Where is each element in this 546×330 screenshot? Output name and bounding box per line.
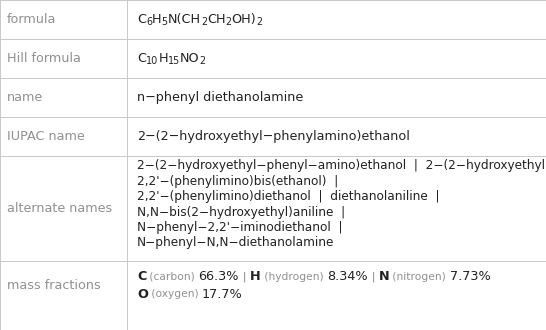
Text: 8.34%: 8.34% (327, 270, 367, 283)
Text: 2−(2−hydroxyethyl−phenyl−amino)ethanol  |  2−(2−hydroxyethyl−phenylamino)ethanol: 2−(2−hydroxyethyl−phenyl−amino)ethanol |… (137, 159, 546, 172)
Text: 66.3%: 66.3% (199, 270, 239, 283)
Text: 2: 2 (200, 56, 206, 66)
Text: name: name (7, 91, 43, 104)
Text: C: C (137, 52, 146, 65)
Text: |: | (367, 271, 379, 282)
Text: N−phenyl−N,N−diethanolamine: N−phenyl−N,N−diethanolamine (137, 237, 334, 249)
Text: 6: 6 (146, 17, 152, 27)
Text: H: H (158, 52, 168, 65)
Text: N(CH: N(CH (168, 13, 201, 26)
Text: |: | (239, 271, 250, 282)
Text: 5: 5 (162, 17, 168, 27)
Text: N: N (379, 270, 389, 283)
Text: 2: 2 (256, 17, 262, 27)
Text: 15: 15 (168, 56, 180, 66)
Text: H: H (250, 270, 261, 283)
Text: C: C (137, 270, 146, 283)
Text: 2: 2 (225, 17, 232, 27)
Text: formula: formula (7, 13, 56, 26)
Text: N−phenyl−2,2'−iminodiethanol  |: N−phenyl−2,2'−iminodiethanol | (137, 221, 342, 234)
Text: 2,2'−(phenylimino)bis(ethanol)  |: 2,2'−(phenylimino)bis(ethanol) | (137, 175, 339, 188)
Text: C: C (137, 13, 146, 26)
Text: alternate names: alternate names (7, 202, 112, 215)
Text: 2−(2−hydroxyethyl−phenylamino)ethanol: 2−(2−hydroxyethyl−phenylamino)ethanol (137, 130, 410, 143)
Text: 2,2'−(phenylimino)diethanol  |  diethanolaniline  |: 2,2'−(phenylimino)diethanol | diethanola… (137, 190, 440, 203)
Text: N,N−bis(2−hydroxyethyl)aniline  |: N,N−bis(2−hydroxyethyl)aniline | (137, 206, 345, 218)
Text: OH): OH) (232, 13, 256, 26)
Text: (hydrogen): (hydrogen) (261, 272, 327, 281)
Text: (oxygen): (oxygen) (148, 289, 202, 299)
Text: H: H (152, 13, 162, 26)
Text: NO: NO (180, 52, 200, 65)
Text: 10: 10 (146, 56, 158, 66)
Text: O: O (137, 288, 148, 301)
Text: (carbon): (carbon) (146, 272, 199, 281)
Text: IUPAC name: IUPAC name (7, 130, 84, 143)
Text: (nitrogen): (nitrogen) (389, 272, 449, 281)
Text: 7.73%: 7.73% (449, 270, 490, 283)
Text: CH: CH (207, 13, 225, 26)
Text: 2: 2 (201, 17, 207, 27)
Text: n−phenyl diethanolamine: n−phenyl diethanolamine (137, 91, 303, 104)
Text: Hill formula: Hill formula (7, 52, 80, 65)
Text: mass fractions: mass fractions (7, 279, 100, 292)
Text: 17.7%: 17.7% (202, 288, 242, 301)
